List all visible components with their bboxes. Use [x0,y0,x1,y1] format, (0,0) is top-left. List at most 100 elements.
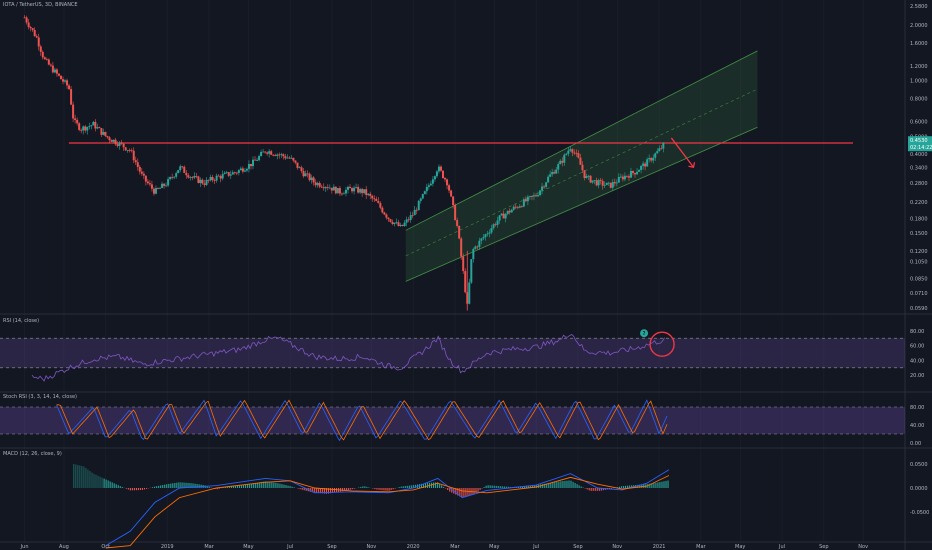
candle-body [524,199,527,202]
stoch-rsi-panel[interactable] [0,399,905,442]
candle-body [104,131,107,137]
candle-body [615,182,618,184]
candle-body [29,26,32,29]
candle-body [652,157,655,161]
candle-body [33,30,36,37]
stoch-d-line [56,399,668,441]
macd-tick-label: 0.0500 [910,462,928,468]
candle-body [433,176,436,180]
candle-body [78,123,81,130]
candle-body [286,157,289,159]
candle-body [302,171,305,177]
candle-body [334,186,337,194]
candle-body [239,168,242,171]
rsi-tick-label: 40.00 [910,358,924,364]
candle-body [215,175,218,181]
candle-body [629,171,632,178]
candle-body [567,150,570,154]
candle-body [146,181,149,184]
candle-body [512,206,515,210]
candle-body [431,179,434,184]
candle-body [500,213,503,216]
candle-body [597,180,600,186]
candle-body [320,186,323,188]
candle-body [549,174,552,177]
candle-body [43,57,46,60]
candle-body [197,176,200,183]
candle-body [124,147,127,151]
candle-body [132,150,135,161]
time-tick-label: 2021 [653,544,666,550]
rsi-tick-label: 60.00 [910,344,924,350]
candle-body [656,151,659,154]
candle-body [207,179,210,181]
candle-body [373,198,376,200]
candle-body [284,156,287,159]
candle-body [516,206,519,208]
rsi-title: RSI (14, close) [3,318,40,324]
candle-body [644,163,647,167]
macd-panel[interactable] [73,464,670,549]
candle-body [537,195,540,197]
candle-body [114,139,117,145]
candle-body [102,131,105,135]
candle-body [585,176,588,179]
candle-body [506,210,509,215]
price-tick-label: 0.4000 [910,152,928,158]
candle-body [175,173,178,177]
candle-body [417,200,420,211]
time-tick-label: Nov [612,544,622,550]
candle-body [167,179,170,186]
candle-body [557,164,560,170]
candle-body [140,171,143,174]
candle-body [569,149,572,151]
candle-body [490,228,493,233]
time-tick-label: 2020 [407,544,420,550]
candle-body [338,188,341,194]
candle-body [266,152,269,154]
candle-body [504,214,507,219]
candle-body [247,163,250,169]
candle-body [332,186,335,191]
highlight-circle [649,331,675,357]
candle-body [482,237,485,239]
candle-body [599,180,602,181]
candle-body [478,240,481,247]
candle-body [494,224,497,226]
candle-body [391,221,394,224]
candle-body [262,151,265,153]
candle-body [57,73,60,76]
time-tick-label: Sep [327,544,336,550]
candle-body [532,195,535,197]
candle-body [159,187,162,189]
candle-body [110,140,113,142]
candle-body [470,259,473,283]
candle-body [405,219,408,223]
candle-body [324,187,327,189]
price-tick-label: 0.1800 [910,216,928,222]
candle-body [268,151,271,154]
candle-body [646,159,649,167]
candle-body [70,89,73,105]
candle-body [518,206,521,208]
candle-body [429,183,432,186]
price-tick-label: 1.0000 [910,79,928,85]
candle-body [423,191,426,195]
candle-body [534,195,537,197]
price-panel[interactable] [23,15,853,311]
candle-body [55,69,58,74]
rsi-panel[interactable]: ? [0,329,905,382]
candle-body [575,152,578,154]
candle-body [371,195,374,199]
candle-body [328,187,331,189]
candle-body [632,171,635,173]
candle-body [330,187,333,191]
candle-body [199,179,202,183]
candle-body [340,193,343,195]
candle-body [181,166,184,168]
candle-body [258,156,261,161]
candle-body [581,164,584,171]
candle-body [411,215,414,216]
candle-body [292,157,295,161]
